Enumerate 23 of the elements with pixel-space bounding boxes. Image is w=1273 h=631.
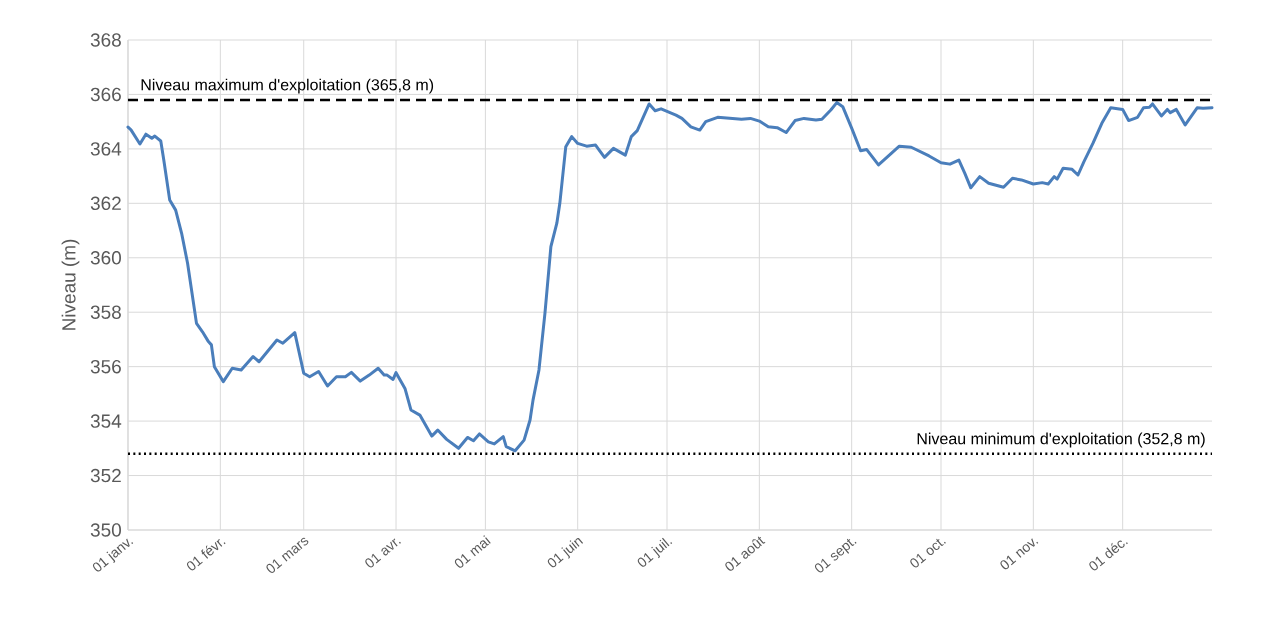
- y-tick-label: 358: [90, 305, 121, 319]
- x-tick-label: 01 mai: [454, 535, 491, 568]
- x-tick-label: 01 févr.: [186, 538, 226, 571]
- x-tick-label: 01 août: [725, 536, 766, 571]
- y-tick-label: 352: [90, 468, 121, 483]
- y-tick-label: 364: [90, 142, 122, 156]
- y-tick-label: 362: [90, 196, 121, 211]
- y-tick-label: 356: [90, 359, 121, 374]
- ref-line-label: Niveau minimum d'exploitation (352,8 m): [917, 432, 1205, 448]
- x-tick-label: 01 avr.: [365, 538, 401, 568]
- y-tick-label: 360: [90, 251, 121, 265]
- y-tick-label: 366: [90, 87, 121, 102]
- x-tick-label: 01 sept.: [814, 538, 857, 573]
- y-tick-label: 368: [90, 33, 121, 47]
- x-tick-label: 01 déc.: [1089, 540, 1128, 571]
- y-tick-label: 350: [90, 523, 121, 537]
- x-tick-label: 01 juil.: [637, 537, 673, 567]
- y-axis-title: Niveau (m): [61, 239, 80, 330]
- x-tick-label: 01 oct.: [910, 538, 946, 568]
- y-tick-label: 354: [90, 414, 122, 428]
- ref-line-label: Niveau maximum d'exploitation (365,8 m): [141, 78, 434, 94]
- x-tick-label: 01 juin: [547, 538, 584, 568]
- x-tick-label: 01 nov.: [1000, 538, 1039, 570]
